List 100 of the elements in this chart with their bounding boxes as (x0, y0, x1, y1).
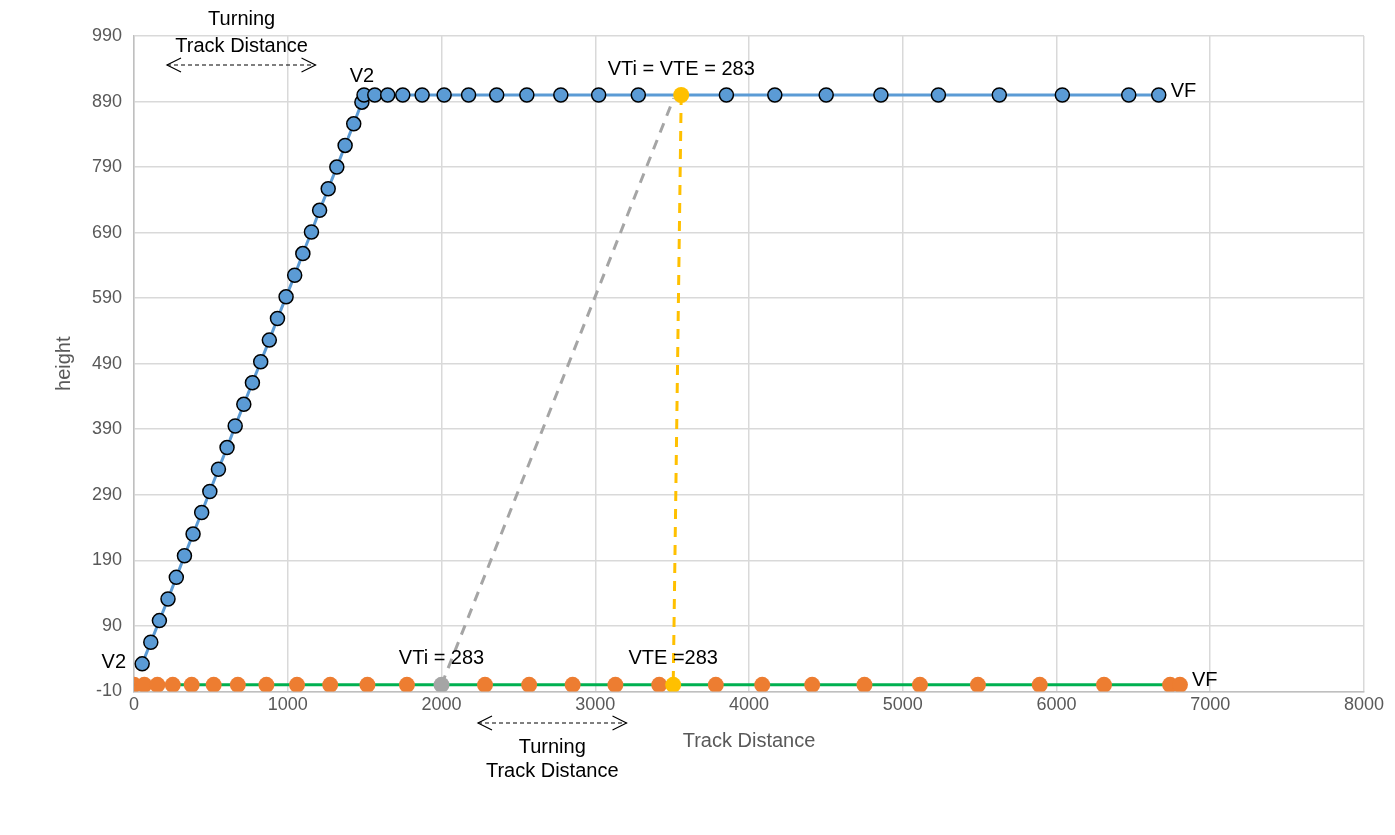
point (168, 569, 185, 586)
x-tick-label: 1000 (267, 694, 308, 715)
point (367, 87, 383, 103)
point (804, 676, 821, 692)
point (856, 676, 873, 692)
point (379, 87, 396, 103)
point (398, 676, 415, 692)
annotation: VTi = 283 (398, 646, 485, 669)
annotation: VTi = VTE = 283 (607, 56, 755, 79)
point (477, 676, 494, 692)
point (164, 676, 181, 692)
point (252, 353, 269, 370)
point (202, 483, 218, 500)
point (205, 676, 222, 692)
annotation: V2 (349, 63, 375, 86)
annotation: VF (1170, 78, 1197, 101)
point (329, 159, 345, 175)
point (193, 504, 210, 521)
point (176, 547, 193, 564)
point (227, 418, 243, 434)
x-tick-label: 2000 (421, 694, 462, 715)
point (261, 332, 278, 348)
y-tick-label: 190 (91, 549, 123, 570)
point (160, 591, 176, 607)
point (151, 612, 168, 629)
y-tick-label: 390 (91, 418, 123, 439)
point (673, 86, 690, 103)
point (651, 676, 668, 692)
point (754, 676, 771, 692)
y-tick-label: -10 (96, 680, 123, 701)
x-tick-label: 7000 (1190, 694, 1231, 715)
point (930, 87, 947, 103)
point (149, 676, 166, 692)
point (311, 202, 328, 219)
y-tick-label: 990 (91, 24, 123, 45)
point (1031, 676, 1048, 692)
point (210, 461, 227, 477)
y-tick-label: 790 (91, 156, 123, 177)
point (488, 87, 505, 103)
y-tick-label: 890 (91, 90, 123, 111)
point (322, 676, 339, 692)
point (143, 634, 159, 650)
point (295, 245, 311, 262)
point (1054, 87, 1071, 103)
point (969, 676, 986, 692)
point (414, 87, 430, 103)
point (767, 87, 783, 103)
point (320, 180, 336, 197)
point (337, 137, 353, 154)
point (521, 676, 538, 692)
point (134, 656, 150, 672)
y-tick-label: 590 (91, 287, 123, 308)
point (519, 87, 535, 103)
point (818, 87, 834, 103)
point (185, 526, 201, 542)
text: Turning Track Distance (485, 734, 619, 781)
point (630, 87, 647, 103)
point (1096, 676, 1112, 692)
point (395, 87, 411, 103)
x-tick-label: 5000 (882, 694, 923, 715)
point (219, 439, 235, 456)
point (289, 676, 305, 692)
point (286, 267, 303, 283)
point (303, 224, 320, 240)
annotation: V2 (101, 650, 127, 673)
y-tick-label: 690 (91, 221, 123, 242)
x-tick-label: 6000 (1036, 694, 1077, 715)
annotation: Turning Track Distance (175, 6, 308, 56)
point (665, 676, 682, 692)
point (873, 87, 889, 103)
point (258, 676, 275, 692)
y-tick-label: 290 (91, 483, 123, 504)
point (236, 396, 252, 413)
annotation: VF (1191, 668, 1218, 691)
point (460, 87, 477, 103)
x-tick-label: 0 (129, 694, 140, 715)
x-tick-label: 3000 (575, 694, 616, 715)
point (553, 87, 569, 103)
point (269, 310, 286, 327)
point (278, 289, 294, 305)
y-axis-title: height (51, 336, 74, 391)
point (991, 87, 1008, 103)
point (345, 116, 362, 132)
point (359, 676, 376, 692)
point (436, 87, 452, 103)
point (707, 676, 724, 692)
point (607, 676, 624, 692)
point (564, 676, 581, 692)
point (590, 87, 607, 103)
point (1150, 87, 1167, 103)
x-axis-title: Track Distance (682, 728, 816, 751)
point (911, 676, 928, 692)
point (229, 676, 246, 692)
y-tick-label: 490 (91, 352, 123, 373)
point (1121, 87, 1137, 103)
x-tick-label: 8000 (1343, 694, 1384, 715)
point (718, 87, 735, 103)
point (244, 374, 261, 391)
point (183, 676, 200, 692)
x-tick-label: 4000 (728, 694, 770, 715)
